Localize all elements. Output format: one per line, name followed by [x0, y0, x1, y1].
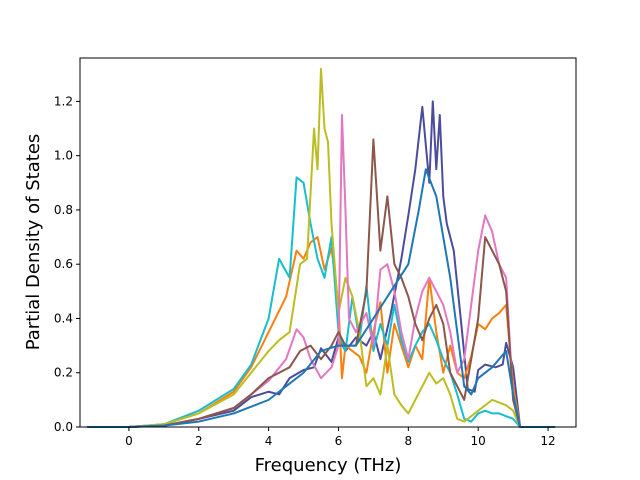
series-line-2 [86, 176, 556, 428]
x-tick-label: 4 [265, 434, 273, 448]
x-tick-label: 8 [405, 434, 413, 448]
x-tick-label: 2 [195, 434, 203, 448]
x-axis-label: Frequency (THz) [255, 455, 402, 476]
x-tick-label: 0 [125, 434, 133, 448]
y-tick-label: 0.0 [54, 420, 73, 434]
series-line-6 [86, 168, 556, 428]
x-tick-label: 10 [471, 434, 486, 448]
y-tick-label: 0.2 [54, 366, 73, 380]
y-tick-label: 1.2 [54, 94, 73, 108]
y-tick-label: 0.8 [54, 203, 73, 217]
series-line-3 [86, 67, 556, 428]
y-tick-label: 1.0 [54, 149, 73, 163]
x-ticks: 0 2 4 6 8 10 12 [125, 427, 556, 448]
plot-frame [79, 57, 577, 428]
x-tick-label: 12 [540, 434, 555, 448]
x-tick-label: 6 [335, 434, 343, 448]
y-axis-label: Partial Density of States [23, 134, 44, 351]
series-line-4 [86, 113, 556, 428]
y-tick-label: 0.4 [54, 311, 73, 325]
series-layer [86, 67, 556, 428]
series-line-5 [86, 138, 556, 428]
y-ticks: 0.0 0.2 0.4 0.6 0.8 1.0 1.2 [54, 94, 80, 434]
y-tick-label: 0.6 [54, 257, 73, 271]
